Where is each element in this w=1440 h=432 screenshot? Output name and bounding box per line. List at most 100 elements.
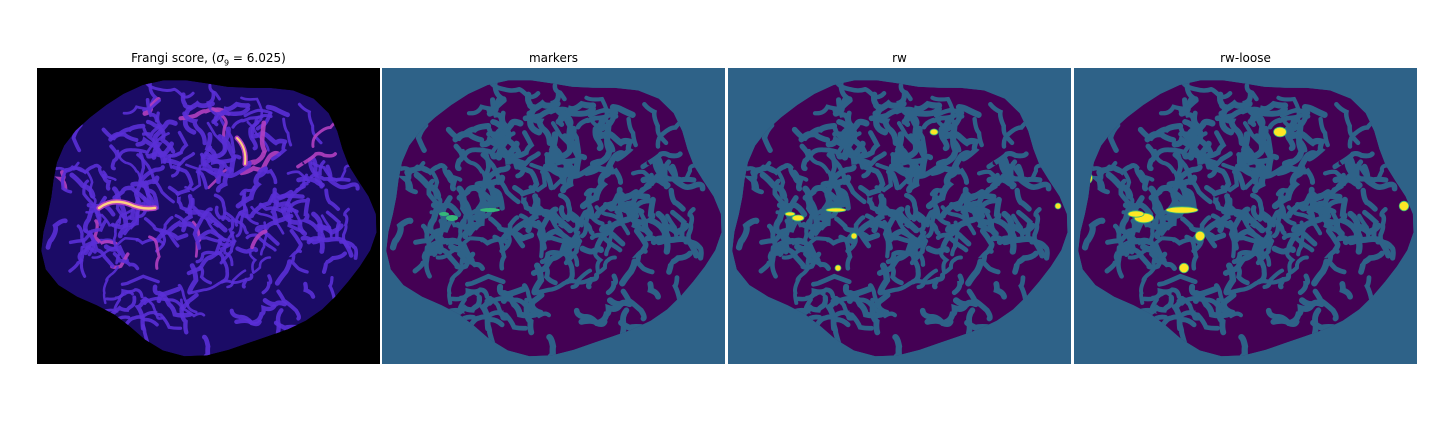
panel-title-markers: markers [528, 51, 579, 65]
vessel-path [167, 185, 192, 212]
vessel-path [148, 235, 161, 270]
vessel-path [276, 289, 301, 321]
vessel-path [73, 166, 97, 205]
vessel-channel [904, 204, 923, 223]
vessel-channel [1179, 295, 1223, 312]
vessel-channel [670, 209, 687, 241]
vessel-channel [457, 217, 468, 266]
vessel-channel [1358, 250, 1385, 275]
vessel-channel [512, 184, 538, 213]
vessel-channel [955, 104, 982, 118]
vessel-path [108, 123, 146, 142]
vessel-channel [418, 165, 443, 206]
segmented-region [1165, 206, 1199, 214]
vessel-channel [477, 295, 493, 332]
vessel-channel [1301, 104, 1328, 118]
vessel-channel [650, 235, 700, 259]
vessel-channel [1339, 280, 1354, 300]
vessel-channel [456, 184, 500, 208]
vessel-channel [666, 250, 693, 275]
vessel-channel [870, 193, 886, 234]
vessel-channel [1279, 108, 1311, 118]
vessel-channel [617, 190, 651, 201]
vessel-channel [1322, 198, 1345, 235]
frangi-score-image [37, 68, 380, 364]
vessel-path [129, 196, 140, 221]
vessel-channel [1221, 162, 1258, 176]
vessel-path [162, 130, 189, 164]
vessel-channel [539, 169, 554, 191]
vessel-channel [1234, 265, 1250, 286]
vessel-path [208, 83, 222, 101]
vessel-path [143, 217, 180, 248]
vessel-channel [1218, 110, 1245, 147]
vessel-path [120, 274, 160, 286]
vessel-channel [735, 217, 760, 251]
segmented-region [850, 232, 858, 240]
vessel-channel [1322, 169, 1349, 184]
vessel-channel [465, 273, 506, 287]
vessel-channel [825, 134, 859, 157]
vessel-channel [540, 228, 572, 243]
vessel-channel [1282, 120, 1308, 153]
vessel-channel [654, 154, 670, 190]
vessel-path [235, 166, 269, 209]
vessel-channel [1297, 273, 1311, 296]
vessel-path [283, 181, 309, 211]
vessel-path [171, 165, 194, 196]
vessel-channel [596, 255, 617, 275]
vessel-channel [904, 235, 921, 285]
vessel-channel [888, 333, 903, 357]
vessel-path [72, 163, 106, 180]
vessel-channel [909, 160, 944, 179]
vessel-channel [1342, 235, 1392, 259]
vessel-channel [812, 98, 853, 116]
vessel-channel [665, 213, 679, 239]
vessel-path [303, 281, 316, 299]
vessel-path [270, 142, 288, 161]
vessel-path [76, 224, 97, 254]
vessel-channel [485, 180, 505, 211]
vessel-channel [1112, 223, 1135, 255]
vessel-channel [466, 98, 507, 116]
vessel-channel [1199, 130, 1227, 165]
segmented-region [834, 264, 842, 272]
vessel-channel [874, 207, 920, 234]
vessel-channel [834, 216, 872, 249]
vessel-channel [1234, 333, 1249, 357]
vessel-channel [836, 97, 851, 124]
vessel-path [325, 210, 342, 240]
vessel-channel [1255, 160, 1290, 179]
vessel-path [252, 256, 272, 274]
vessel-channel [1000, 154, 1016, 190]
vessel-path [185, 163, 220, 175]
vessel-channel [487, 295, 531, 312]
vessel-path [145, 82, 195, 99]
vessel-channel [1157, 273, 1198, 287]
vessel-channel [579, 245, 604, 255]
vessel-channel [589, 232, 623, 253]
vessel-path [122, 99, 161, 115]
vessel-path [250, 229, 268, 250]
vessel-channel [793, 265, 811, 305]
vessel-channel [965, 307, 976, 337]
vessel-path [145, 132, 170, 156]
vessel-channel [404, 164, 420, 195]
vessel-path [145, 97, 159, 123]
vessel-channel [933, 108, 965, 118]
vessel-channel [558, 204, 577, 223]
vessel-channel [892, 125, 923, 167]
vessel-path [171, 152, 196, 178]
vessel-channel [870, 91, 885, 111]
vessel-path [116, 149, 142, 180]
vessel-path [211, 101, 251, 125]
vessel-channel [935, 232, 969, 253]
vessel-channel [590, 120, 616, 153]
vessel-channel [960, 141, 980, 162]
vessel-channel [452, 123, 492, 143]
vessel-channel [1001, 210, 1017, 255]
vessel-channel [1141, 287, 1182, 302]
vessel-channel [1141, 294, 1175, 318]
vessel-channel [630, 198, 653, 235]
vessel-channel [1148, 184, 1192, 208]
